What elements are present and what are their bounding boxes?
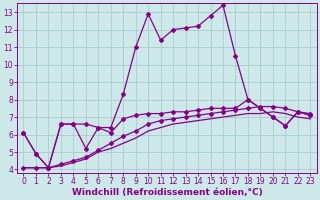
X-axis label: Windchill (Refroidissement éolien,°C): Windchill (Refroidissement éolien,°C): [72, 188, 262, 197]
